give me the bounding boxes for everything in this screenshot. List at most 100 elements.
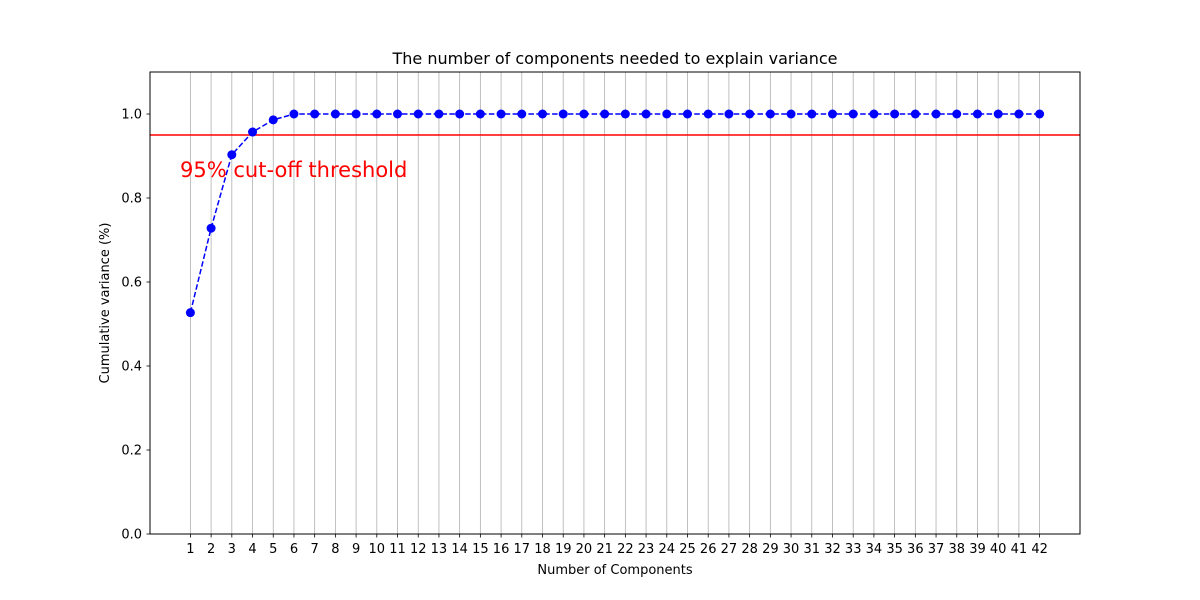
x-tick-label: 14: [451, 542, 468, 557]
data-point-9: [351, 109, 361, 119]
x-tick-label: 32: [824, 542, 841, 557]
data-point-8: [330, 109, 340, 119]
x-tick-label: 37: [928, 542, 945, 557]
x-tick-label: 27: [721, 542, 738, 557]
x-axis-ticks: 1 2 3 4 5 6 7 8 9 10 11 12 13 14 15 16 17 18 19 20 21 22 23 24 2…: [186, 534, 1048, 557]
x-tick-label: 26: [700, 542, 717, 557]
y-tick-label: 1.0: [121, 108, 142, 123]
data-point-31: [807, 109, 817, 119]
x-tick-label: 39: [969, 542, 986, 557]
data-point-29: [765, 109, 775, 119]
y-tick-label: 0.4: [121, 360, 142, 375]
x-tick-label: 5: [269, 542, 277, 557]
x-tick-label: 40: [990, 542, 1007, 557]
data-point-18: [538, 109, 548, 119]
data-point-24: [662, 109, 672, 119]
threshold-annotation: 95% cut-off threshold: [180, 158, 407, 182]
x-tick-label: 17: [514, 542, 531, 557]
y-tick-label: 0.0: [121, 528, 142, 543]
data-point-30: [786, 109, 796, 119]
plot-frame: [149, 71, 1081, 535]
x-tick-label: 38: [948, 542, 965, 557]
data-point-12: [413, 109, 423, 119]
x-tick-label: 35: [886, 542, 903, 557]
x-tick-label: 13: [431, 542, 448, 557]
x-tick-label: 11: [389, 542, 406, 557]
y-tick-label: 0.8: [121, 192, 142, 207]
grid-lines: [189, 72, 1041, 534]
data-point-5: [268, 115, 278, 125]
x-axis-label: Number of Components: [537, 563, 692, 578]
x-tick-label: 31: [803, 542, 820, 557]
data-point-6: [289, 109, 299, 119]
y-axis-ticks: 0.0 0.2 0.4 0.6 0.8 1.0: [121, 108, 150, 543]
data-point-16: [496, 109, 506, 119]
x-tick-label: 28: [741, 542, 758, 557]
x-tick-label: 22: [617, 542, 634, 557]
x-tick-label: 15: [472, 542, 489, 557]
data-point-35: [890, 109, 900, 119]
data-point-38: [952, 109, 962, 119]
x-tick-label: 34: [866, 542, 883, 557]
data-point-22: [620, 109, 630, 119]
x-tick-label: 41: [1011, 542, 1028, 557]
data-point-1: [185, 308, 195, 318]
x-tick-label: 23: [638, 542, 655, 557]
x-tick-label: 36: [907, 542, 924, 557]
data-point-42: [1035, 109, 1045, 119]
data-point-33: [848, 109, 858, 119]
data-point-11: [393, 109, 403, 119]
data-point-17: [517, 109, 527, 119]
data-point-23: [641, 109, 651, 119]
series-layer: [185, 109, 1045, 318]
x-tick-label: 24: [659, 542, 676, 557]
x-tick-label: 2: [207, 542, 215, 557]
chart-title: The number of components needed to expla…: [391, 49, 837, 68]
x-tick-label: 9: [352, 542, 360, 557]
y-tick-label: 0.2: [121, 444, 142, 459]
data-point-21: [600, 109, 610, 119]
data-point-27: [724, 109, 734, 119]
data-point-34: [869, 109, 879, 119]
data-point-37: [931, 109, 941, 119]
x-tick-label: 10: [369, 542, 386, 557]
data-point-13: [434, 109, 444, 119]
data-point-25: [682, 109, 692, 119]
data-point-3: [227, 150, 237, 160]
x-tick-label: 4: [248, 542, 256, 557]
data-point-28: [745, 109, 755, 119]
data-point-26: [703, 109, 713, 119]
data-point-4: [248, 127, 258, 137]
x-tick-label: 1: [186, 542, 194, 557]
y-tick-label: 0.6: [121, 276, 142, 291]
data-point-41: [1014, 109, 1024, 119]
data-point-14: [455, 109, 465, 119]
x-tick-label: 21: [596, 542, 613, 557]
x-tick-label: 12: [410, 542, 427, 557]
x-tick-label: 25: [679, 542, 696, 557]
x-tick-label: 6: [290, 542, 298, 557]
x-tick-label: 18: [534, 542, 551, 557]
x-tick-label: 3: [228, 542, 236, 557]
data-point-39: [972, 109, 982, 119]
x-tick-label: 8: [331, 542, 339, 557]
data-point-2: [206, 223, 216, 233]
x-tick-label: 30: [783, 542, 800, 557]
x-tick-label: 16: [493, 542, 510, 557]
data-point-40: [993, 109, 1003, 119]
x-tick-label: 20: [576, 542, 593, 557]
data-point-36: [910, 109, 920, 119]
x-tick-label: 19: [555, 542, 572, 557]
x-tick-label: 29: [762, 542, 779, 557]
x-tick-label: 7: [311, 542, 319, 557]
data-point-10: [372, 109, 382, 119]
x-tick-label: 42: [1031, 542, 1048, 557]
data-point-20: [579, 109, 589, 119]
x-tick-label: 33: [845, 542, 862, 557]
data-point-7: [310, 109, 320, 119]
data-point-32: [827, 109, 837, 119]
y-axis-label: Cumulative variance (%): [98, 223, 113, 384]
data-point-19: [558, 109, 568, 119]
